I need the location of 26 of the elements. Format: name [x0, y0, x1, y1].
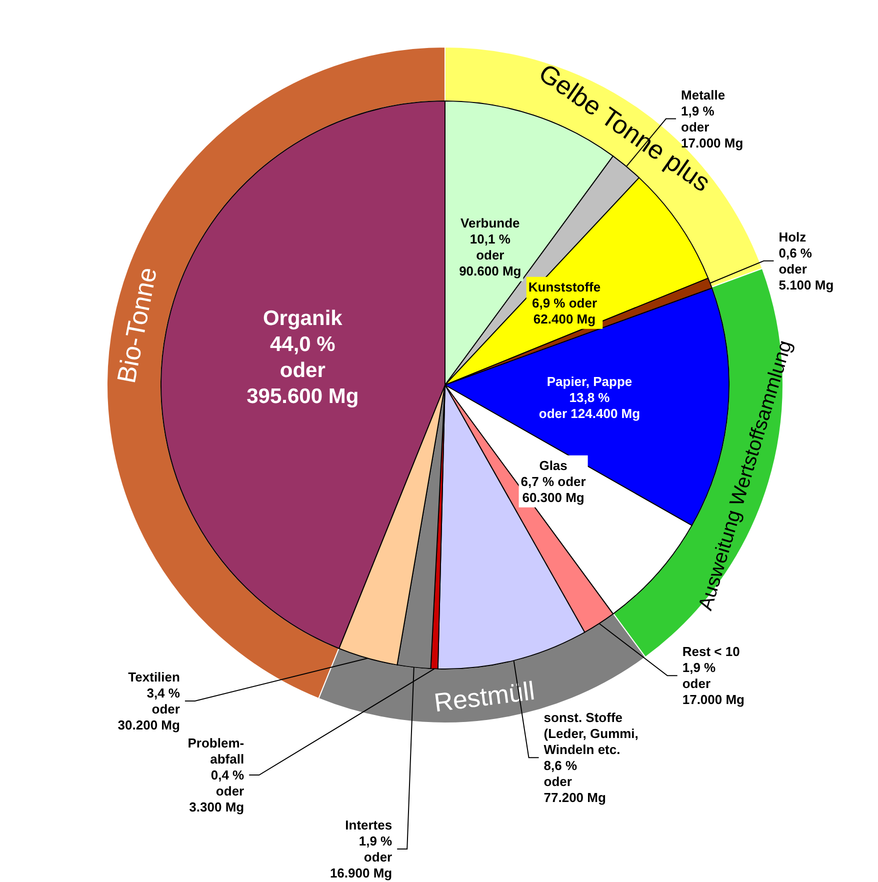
data-label: 6,7 % oder 60.300 Mg: [520, 474, 586, 505]
slice-label: sonst. Stoffe (Leder, Gummi, Windeln etc.: [544, 710, 638, 758]
slice-label: Metalle: [681, 87, 726, 102]
data-label: 3,4 % oder 30.200 Mg: [118, 686, 180, 732]
slice-label: Glas: [539, 458, 568, 473]
data-label: 0,4 % oder 3.300 Mg: [189, 768, 245, 814]
slice-label: Organik: [262, 306, 343, 330]
data-label: 10,1 % oder 90.600 Mg: [459, 232, 522, 279]
data-label: 1,9 % oder 17.000 Mg: [681, 103, 744, 150]
slice-label: Rest < 10: [682, 644, 740, 660]
slice-label: Intertes: [345, 818, 392, 832]
slice-label: Problem- abfall: [188, 736, 244, 766]
data-label: 1,9 % oder 17.000 Mg: [682, 660, 745, 708]
slice-label: Bio-Tonne: [110, 264, 163, 386]
slice-label: Holz: [778, 229, 807, 244]
slice-label: Kunststoffe: [528, 279, 601, 294]
data-label: 6,9 % oder 62.400 Mg: [532, 295, 598, 326]
slice-label: Textilien: [128, 670, 180, 684]
data-label: 0,6 % oder 5.100 Mg: [778, 245, 834, 292]
slice-label: Restmüll: [432, 675, 536, 718]
slice-label: Papier, Pappe: [546, 374, 632, 389]
data-label: 44,0 % oder 395.600 Mg: [246, 332, 359, 408]
slice-label: Verbunde: [460, 216, 520, 231]
data-label: 13,8 % oder 124.400 Mg: [538, 390, 640, 421]
data-label: 1,9 % oder 16.900 Mg: [330, 834, 393, 880]
data-label: 8,6 % oder 77.200 Mg: [544, 758, 606, 806]
